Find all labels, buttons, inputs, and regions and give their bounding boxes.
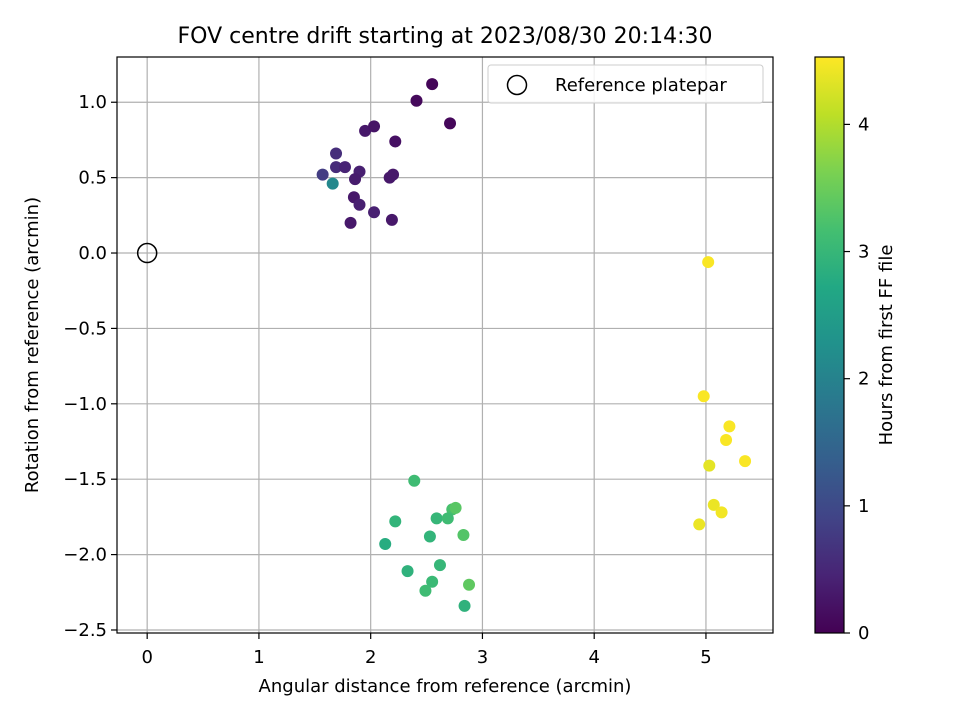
data-point xyxy=(379,538,392,551)
y-tick-label: −2.5 xyxy=(63,620,107,641)
data-point xyxy=(326,177,339,190)
data-point xyxy=(419,584,432,597)
data-point xyxy=(385,213,398,226)
data-point xyxy=(359,124,372,137)
data-point xyxy=(410,94,423,107)
legend-box xyxy=(487,64,764,104)
data-point xyxy=(739,455,752,468)
data-point xyxy=(368,206,381,219)
x-tick-label: 0 xyxy=(141,647,152,668)
y-tick-label: 0.5 xyxy=(78,168,107,189)
legend-reference-marker xyxy=(506,74,528,96)
colorbar-tick-label: 1 xyxy=(858,496,869,517)
data-point xyxy=(702,256,715,269)
data-point xyxy=(426,78,439,91)
data-point xyxy=(693,518,706,531)
y-tick-label: −0.5 xyxy=(63,318,107,339)
data-point xyxy=(441,512,454,525)
data-point xyxy=(458,599,471,612)
data-point xyxy=(457,528,470,541)
data-points xyxy=(316,78,752,612)
plot-frame xyxy=(116,56,774,634)
data-point xyxy=(430,512,443,525)
chart-title: FOV centre drift starting at 2023/08/30 … xyxy=(178,24,713,49)
y-axis-ticks: −2.5 −2.0 −1.5 −1.0 −0.5 0.0 0.5 1.0 xyxy=(63,92,117,641)
data-point xyxy=(353,198,366,211)
y-tick-label: −1.0 xyxy=(63,394,107,415)
x-axis-label: Angular distance from reference (arcmin) xyxy=(259,676,632,697)
y-tick-label: −1.5 xyxy=(63,469,107,490)
x-axis-ticks: 0 1 2 3 4 5 xyxy=(141,633,712,668)
data-point xyxy=(707,498,720,511)
colorbar xyxy=(814,56,845,634)
x-tick-label: 4 xyxy=(588,647,599,668)
data-point xyxy=(444,117,457,130)
colorbar-label: Hours from first FF file xyxy=(876,245,897,446)
data-point xyxy=(723,420,736,433)
colorbar-tick-label: 4 xyxy=(858,114,869,135)
y-axis-label: Rotation from reference (arcmin) xyxy=(22,197,43,493)
data-point xyxy=(720,433,733,446)
data-point xyxy=(697,390,710,403)
grid-lines xyxy=(117,57,773,633)
reference-platepar-marker xyxy=(136,242,158,264)
colorbar-tick-label: 3 xyxy=(858,242,869,263)
data-point xyxy=(338,161,351,174)
data-point xyxy=(387,168,400,181)
x-tick-label: 3 xyxy=(477,647,488,668)
data-point xyxy=(408,474,421,487)
data-point xyxy=(389,135,402,148)
data-point xyxy=(368,120,381,133)
data-point xyxy=(330,161,343,174)
data-point xyxy=(423,530,436,543)
data-point xyxy=(330,147,343,160)
data-point xyxy=(344,216,357,229)
y-tick-label: 0.0 xyxy=(78,243,107,264)
data-point xyxy=(316,168,329,181)
data-point xyxy=(703,459,716,472)
y-tick-label: 1.0 xyxy=(78,92,107,113)
legend-entry-reference-platepar: Reference platepar xyxy=(555,75,727,96)
reference-layer xyxy=(136,242,158,264)
x-tick-label: 2 xyxy=(365,647,376,668)
data-point xyxy=(433,559,446,572)
x-tick-label: 5 xyxy=(700,647,711,668)
data-point xyxy=(449,501,462,514)
data-point xyxy=(349,173,362,186)
data-point xyxy=(463,578,476,591)
y-tick-label: −2.0 xyxy=(63,545,107,566)
colorbar-ticks: 0 1 2 3 4 xyxy=(844,114,869,644)
x-tick-label: 1 xyxy=(253,647,264,668)
data-point xyxy=(389,515,402,528)
legend: Reference platepar xyxy=(487,64,764,104)
data-point xyxy=(426,575,439,588)
data-point xyxy=(401,565,414,578)
data-point xyxy=(715,506,728,519)
colorbar-tick-label: 0 xyxy=(858,623,869,644)
colorbar-tick-label: 2 xyxy=(858,369,869,390)
